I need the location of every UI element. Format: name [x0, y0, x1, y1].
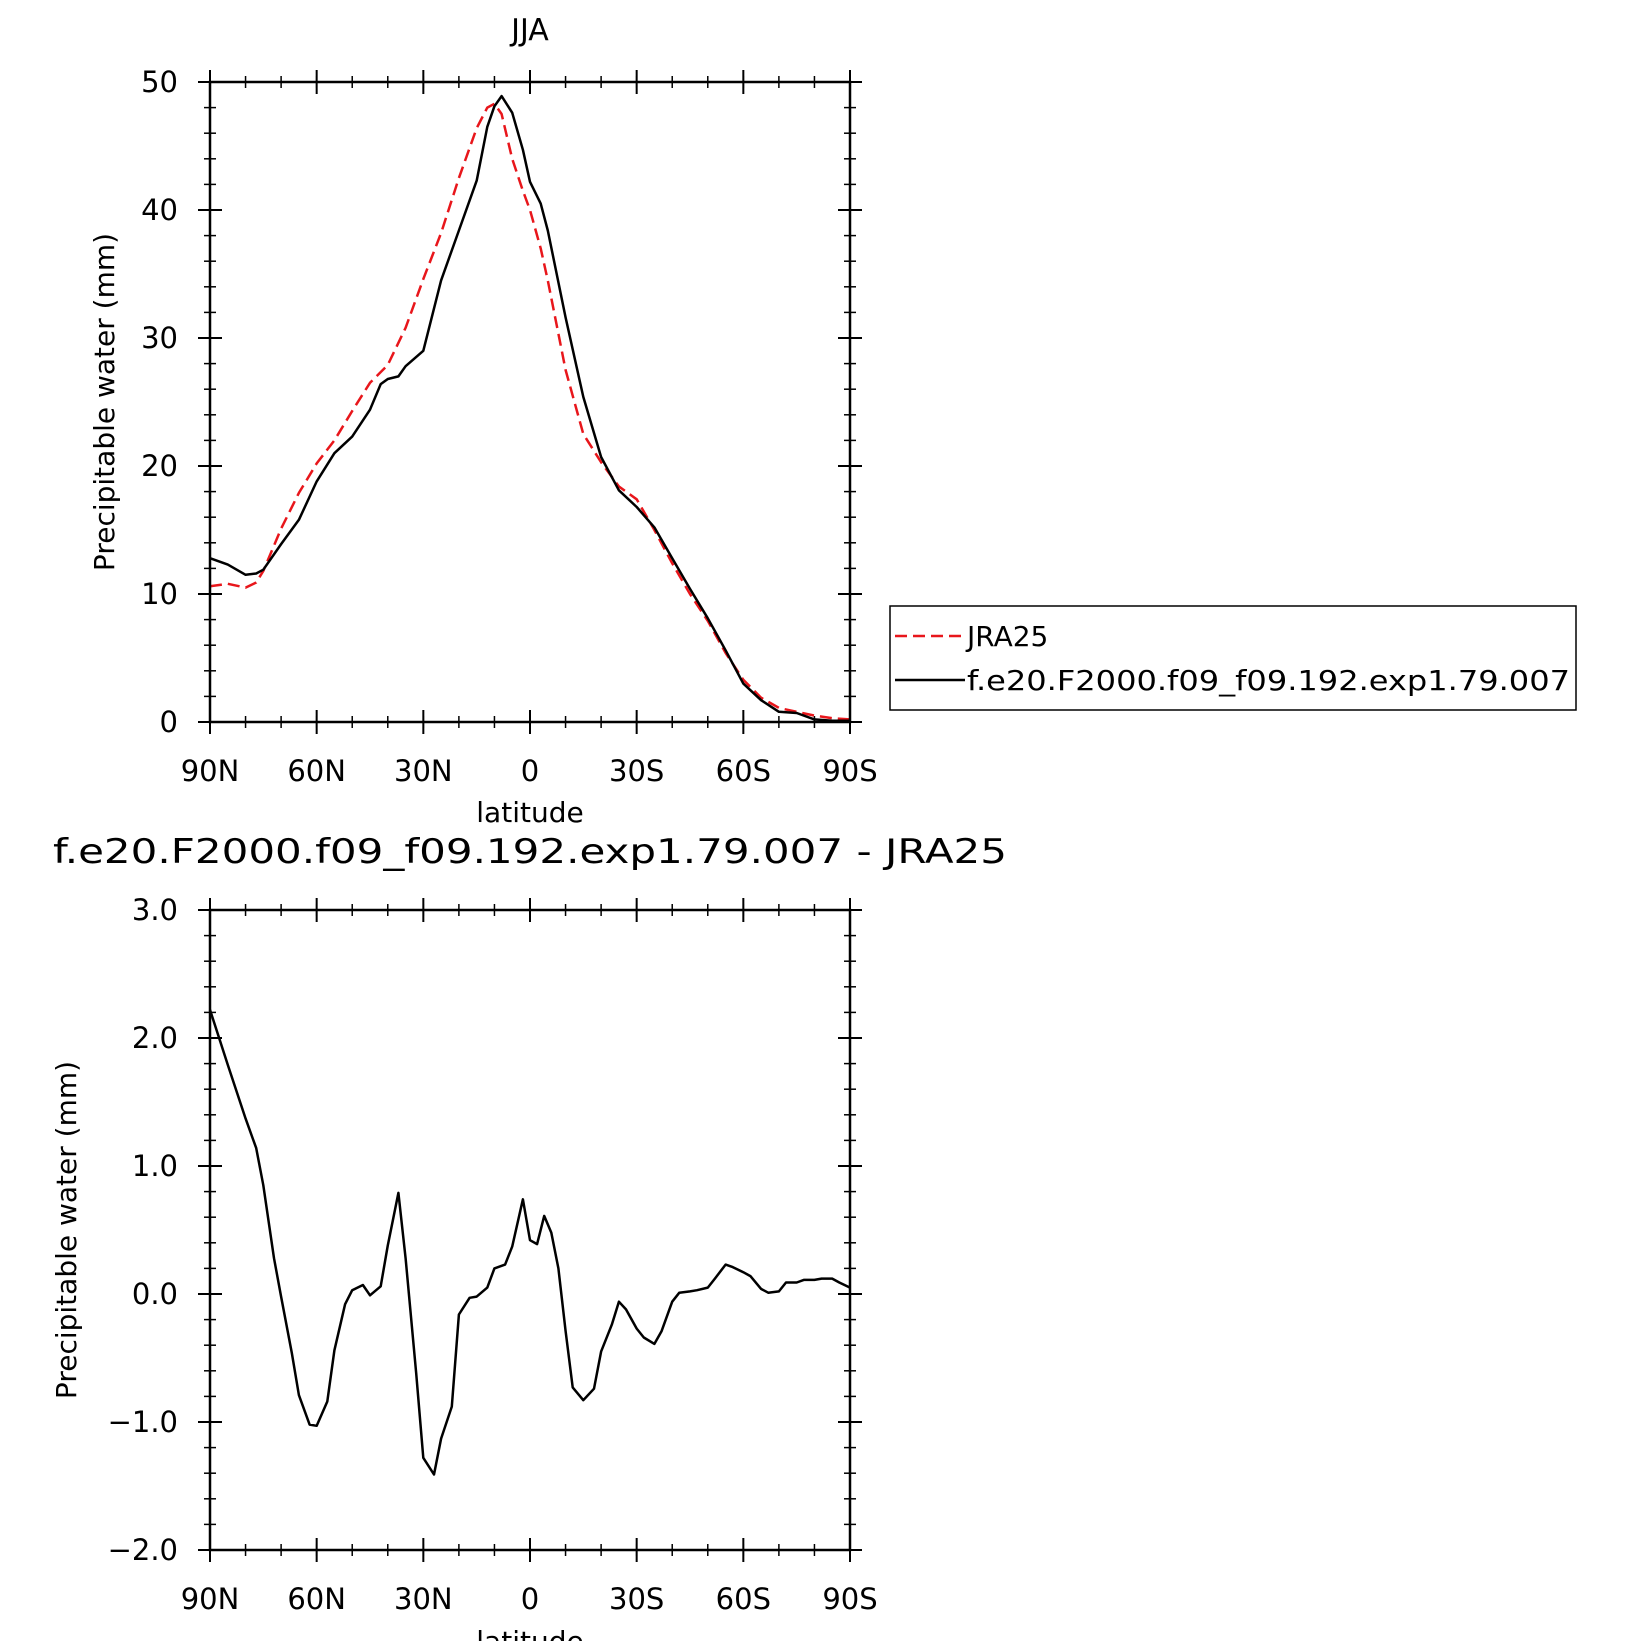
- top-series-line-0: [209, 102, 851, 721]
- y-tick-label: 10: [141, 577, 178, 611]
- x-tick-label: 60S: [716, 754, 771, 788]
- x-tick-label: 90S: [822, 754, 877, 788]
- y-tick-label: 1.0: [132, 1149, 178, 1183]
- y-tick-label: 30: [141, 321, 178, 355]
- y-tick-label: 20: [141, 449, 178, 483]
- bottom-title: f.e20.F2000.f09_f09.192.exp1.79.007 - JR…: [53, 832, 1007, 872]
- legend-box: [889, 605, 1577, 711]
- top-panel: JJA 0 10 20 30 40 50 90N 60N 30N 0 30S 60S 90S lati…: [88, 13, 878, 829]
- x-tick-label: 90N: [181, 754, 240, 788]
- x-tick-label: 0: [521, 754, 539, 788]
- top-ticks: [198, 70, 862, 734]
- top-series-line-1: [209, 94, 850, 722]
- x-tick-label: 0: [521, 1582, 539, 1616]
- y-tick-label: 3.0: [132, 893, 178, 927]
- x-tick-label: 30S: [609, 754, 664, 788]
- y-tick-label: −1.0: [108, 1405, 178, 1439]
- bottom-x-axis-label: latitude: [476, 1625, 583, 1641]
- y-tick-label: 40: [141, 193, 178, 227]
- top-title: JJA: [509, 13, 549, 48]
- bottom-y-tick-labels: −2.0 −1.0 0.0 1.0 2.0 3.0: [108, 893, 178, 1567]
- x-tick-label: 30N: [394, 754, 453, 788]
- x-tick-label: 60S: [716, 1582, 771, 1616]
- y-tick-label: 50: [141, 65, 178, 99]
- y-tick-label: 2.0: [132, 1021, 178, 1055]
- x-tick-label: 90N: [181, 1582, 240, 1616]
- legend: JRA25 f.e20.F2000.f09_f09.192.exp1.79.00…: [889, 605, 1577, 711]
- bottom-ticks: [198, 898, 862, 1562]
- bottom-x-tick-labels: 90N 60N 30N 0 30S 60S 90S: [181, 1582, 878, 1616]
- legend-item-model-label: f.e20.F2000.f09_f09.192.exp1.79.007: [967, 664, 1570, 697]
- bot-series-line-0: [208, 1009, 851, 1476]
- top-y-axis-label: Precipitable water (mm): [88, 233, 121, 571]
- top-series: [209, 94, 851, 722]
- top-x-axis-label: latitude: [476, 796, 583, 829]
- bottom-plot-frame: [208, 908, 852, 1552]
- top-y-tick-labels: 0 10 20 30 40 50: [141, 65, 178, 739]
- y-tick-label: 0: [160, 705, 178, 739]
- bottom-y-axis-label: Precipitable water (mm): [50, 1061, 83, 1399]
- x-tick-label: 30S: [609, 1582, 664, 1616]
- x-tick-label: 30N: [394, 1582, 453, 1616]
- bottom-panel: f.e20.F2000.f09_f09.192.exp1.79.007 - JR…: [50, 832, 1007, 1641]
- x-tick-label: 90S: [822, 1582, 877, 1616]
- y-tick-label: 0.0: [132, 1277, 178, 1311]
- x-tick-label: 60N: [287, 1582, 346, 1616]
- y-tick-label: −2.0: [108, 1533, 178, 1567]
- top-plot-frame: [208, 80, 852, 724]
- top-x-tick-labels: 90N 60N 30N 0 30S 60S 90S: [181, 754, 878, 788]
- x-tick-label: 60N: [287, 754, 346, 788]
- bottom-series: [208, 1009, 851, 1476]
- legend-item-jra25-label: JRA25: [965, 620, 1048, 653]
